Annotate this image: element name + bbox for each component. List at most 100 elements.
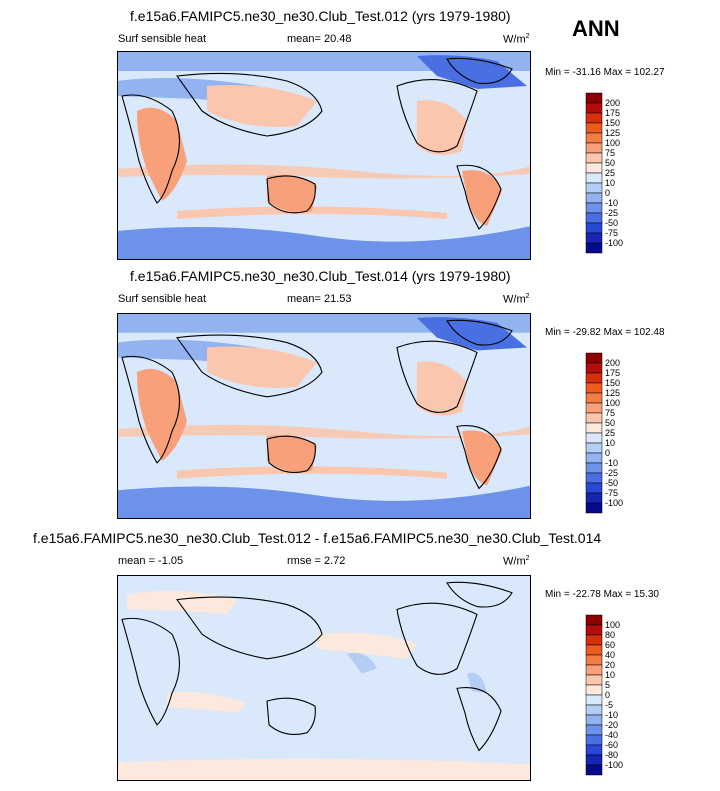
colorbar-box bbox=[585, 694, 603, 706]
colorbar-label: 150 bbox=[605, 378, 620, 388]
colorbar-box bbox=[585, 472, 603, 484]
colorbar-label: 175 bbox=[605, 368, 620, 378]
colorbar-box bbox=[585, 412, 603, 424]
colorbar-box bbox=[585, 212, 603, 224]
colorbar-label: 80 bbox=[605, 630, 615, 640]
colorbar-label: 25 bbox=[605, 428, 615, 438]
colorbar-label: 200 bbox=[605, 98, 620, 108]
season-label: ANN bbox=[572, 16, 620, 41]
colorbar-label: 50 bbox=[605, 418, 615, 428]
colorbar-label: -60 bbox=[605, 740, 618, 750]
panel-2-units: W/m2 bbox=[503, 293, 530, 306]
colorbar-box bbox=[585, 122, 603, 134]
colorbar-label: -100 bbox=[605, 760, 623, 770]
panel-3-units: W/m2 bbox=[503, 555, 530, 568]
colorbar-box bbox=[585, 614, 603, 626]
colorbar-label: -75 bbox=[605, 488, 618, 498]
colorbar-box bbox=[585, 674, 603, 686]
colorbar-box bbox=[585, 754, 603, 766]
colorbar-box bbox=[585, 352, 603, 364]
panel-1-variable: Surf sensible heat bbox=[118, 33, 207, 45]
panel-2-title: f.e15a6.FAMIPC5.ne30_ne30.Club_Test.014 … bbox=[130, 268, 511, 284]
colorbar-label: 75 bbox=[605, 148, 615, 158]
map-field bbox=[117, 51, 531, 260]
colorbar-label: -25 bbox=[605, 468, 618, 478]
colorbar-box bbox=[585, 664, 603, 676]
colorbar-label: -40 bbox=[605, 730, 618, 740]
colorbar-box bbox=[585, 142, 603, 154]
colorbar-label: -10 bbox=[605, 710, 618, 720]
colorbar-box bbox=[585, 452, 603, 464]
colorbar-box bbox=[585, 132, 603, 144]
colorbar-label: -10 bbox=[605, 458, 618, 468]
colorbar-label: 0 bbox=[605, 448, 610, 458]
colorbar-label: -75 bbox=[605, 228, 618, 238]
colorbar-label: 125 bbox=[605, 388, 620, 398]
colorbar-box bbox=[585, 644, 603, 656]
colorbar-box bbox=[585, 442, 603, 454]
colorbar-label: -100 bbox=[605, 238, 623, 248]
colorbar-label: 10 bbox=[605, 670, 615, 680]
panel-2-variable: Surf sensible heat bbox=[118, 293, 207, 305]
panel-3-title: f.e15a6.FAMIPC5.ne30_ne30.Club_Test.012 … bbox=[33, 530, 602, 546]
colorbar-label: -5 bbox=[605, 700, 613, 710]
colorbar-box bbox=[585, 102, 603, 114]
panel-3-mean: mean = -1.05 bbox=[118, 555, 184, 567]
colorbar-box bbox=[585, 372, 603, 384]
colorbar-box bbox=[585, 482, 603, 494]
colorbar-label: 100 bbox=[605, 398, 620, 408]
colorbar-box bbox=[585, 422, 603, 434]
colorbar-label: -100 bbox=[605, 498, 623, 508]
colorbar-box bbox=[585, 172, 603, 184]
colorbar-label: 125 bbox=[605, 128, 620, 138]
panel-1-title: f.e15a6.FAMIPC5.ne30_ne30.Club_Test.012 … bbox=[130, 8, 511, 24]
colorbar-box bbox=[585, 432, 603, 444]
panel-1-minmax: Min = -31.16 Max = 102.27 bbox=[545, 67, 665, 78]
colorbar-box bbox=[585, 492, 603, 504]
colorbar-box bbox=[585, 624, 603, 636]
colorbar-box bbox=[585, 202, 603, 214]
colorbar-label: 10 bbox=[605, 438, 615, 448]
colorbar-label: -80 bbox=[605, 750, 618, 760]
colorbar-label: 200 bbox=[605, 358, 620, 368]
colorbar-box bbox=[585, 162, 603, 174]
colorbar-box bbox=[585, 734, 603, 746]
colorbar-box bbox=[585, 634, 603, 646]
colorbar-label: 10 bbox=[605, 178, 615, 188]
panel-3-rmse: rmse = 2.72 bbox=[287, 555, 346, 567]
colorbar-label: -50 bbox=[605, 478, 618, 488]
colorbar-box bbox=[585, 362, 603, 374]
colorbar-box bbox=[585, 744, 603, 756]
colorbar-label: -25 bbox=[605, 208, 618, 218]
colorbar-box bbox=[585, 182, 603, 194]
colorbar-label: 25 bbox=[605, 168, 615, 178]
colorbar-label: 0 bbox=[605, 690, 610, 700]
colorbar-box bbox=[585, 192, 603, 204]
colorbar-label: 20 bbox=[605, 660, 615, 670]
colorbar-box bbox=[585, 242, 603, 254]
colorbar-label: -50 bbox=[605, 218, 618, 228]
colorbar-label: 175 bbox=[605, 108, 620, 118]
colorbar-label: 100 bbox=[605, 138, 620, 148]
colorbar-label: 150 bbox=[605, 118, 620, 128]
colorbar-box bbox=[585, 152, 603, 164]
colorbar-label: -10 bbox=[605, 198, 618, 208]
colorbar-box bbox=[585, 222, 603, 234]
colorbar-box bbox=[585, 704, 603, 716]
colorbar-box bbox=[585, 724, 603, 736]
panel-1-mean: mean= 20.48 bbox=[287, 33, 352, 45]
colorbar-box bbox=[585, 92, 603, 104]
panel-2-map bbox=[117, 313, 531, 519]
panel-1-units: W/m2 bbox=[503, 33, 530, 46]
panel-2-minmax: Min = -29.82 Max = 102.48 bbox=[545, 327, 665, 338]
colorbar-box bbox=[585, 654, 603, 666]
panel-1-map bbox=[117, 51, 531, 260]
colorbar-box bbox=[585, 112, 603, 124]
panel-3-map bbox=[117, 575, 531, 781]
colorbar-box bbox=[585, 392, 603, 404]
colorbar-label: -20 bbox=[605, 720, 618, 730]
colorbar-label: 75 bbox=[605, 408, 615, 418]
